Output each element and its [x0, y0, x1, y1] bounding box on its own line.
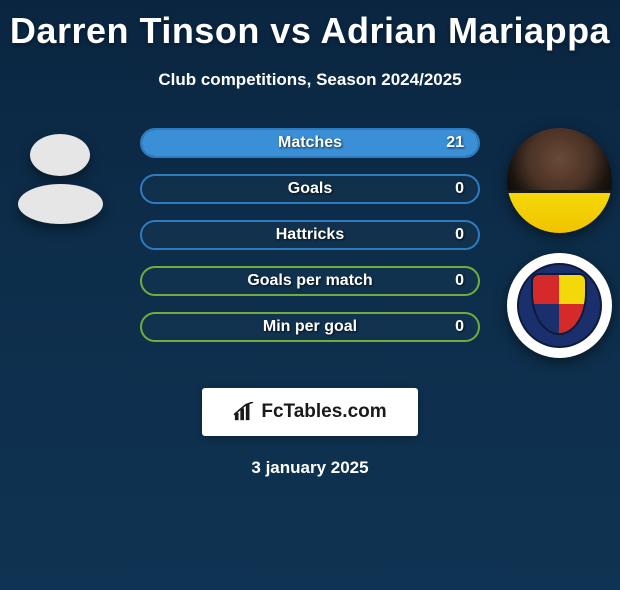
stat-bar: Goals per match0 [140, 266, 480, 296]
stats-bars: Matches21Goals0Hattricks0Goals per match… [140, 128, 480, 358]
stats-area: Matches21Goals0Hattricks0Goals per match… [0, 128, 620, 368]
fctables-logo: FcTables.com [202, 388, 418, 436]
stat-bar: Hattricks0 [140, 220, 480, 250]
stat-label: Goals [142, 176, 478, 202]
stat-label: Min per goal [142, 314, 478, 340]
player-right-avatar [507, 128, 612, 233]
bar-chart-icon [233, 402, 255, 422]
stat-value-right: 0 [455, 222, 464, 248]
stat-bar: Min per goal0 [140, 312, 480, 342]
stat-label: Hattricks [142, 222, 478, 248]
player-right-club-badge [507, 253, 612, 358]
stat-label: Matches [142, 130, 478, 156]
stat-bar: Matches21 [140, 128, 480, 158]
logo-text: FcTables.com [261, 401, 386, 423]
stat-value-right: 0 [455, 268, 464, 294]
stat-value-right: 21 [446, 130, 464, 156]
stat-value-right: 0 [455, 176, 464, 202]
player-right-column [507, 128, 612, 358]
player-left-avatar-placeholder [8, 128, 113, 233]
subtitle: Club competitions, Season 2024/2025 [0, 70, 620, 90]
stat-label: Goals per match [142, 268, 478, 294]
player-left-column [8, 128, 113, 233]
stat-bar: Goals0 [140, 174, 480, 204]
date-line: 3 january 2025 [0, 458, 620, 478]
page-title: Darren Tinson vs Adrian Mariappa [0, 10, 620, 52]
stat-value-right: 0 [455, 314, 464, 340]
